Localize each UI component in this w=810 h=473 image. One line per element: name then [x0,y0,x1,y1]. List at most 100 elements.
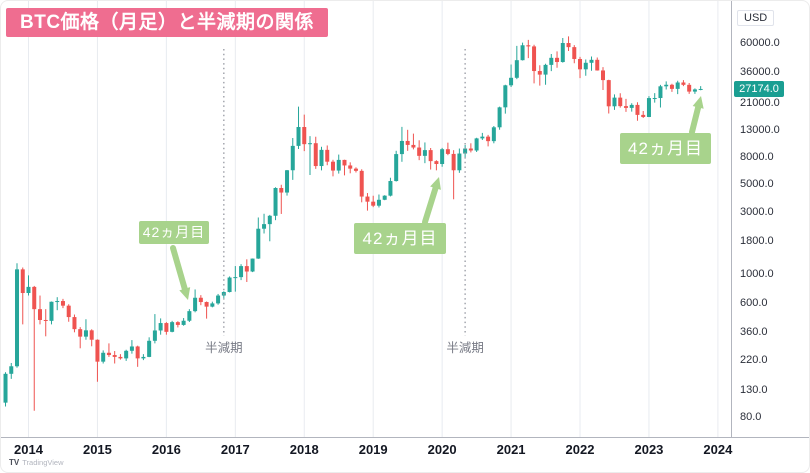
candle-body [227,277,232,293]
candle-body [78,329,83,337]
candle-body [83,330,88,337]
candle-body [89,330,94,340]
candle-body [692,89,697,92]
candle-body [118,356,123,359]
candle-body [664,84,669,87]
candle-body [279,187,284,193]
price-tick-label: 13000.0 [740,123,780,136]
annotation-label: 42ヵ月目 [620,133,711,164]
title-banner: BTC価格（月足）と半減期の関係 [6,8,329,37]
halving-label: 半減期 [205,341,243,355]
candle-body [675,82,680,89]
currency-button[interactable]: USD [737,10,775,26]
candle-body [141,356,146,359]
candle-body [112,355,117,357]
candle-body [32,286,37,310]
candle-body [244,266,249,272]
candle-body [210,303,215,307]
candle-body [537,71,542,75]
candle-body [623,106,628,108]
candle-body [376,199,381,206]
candle-body [514,60,519,78]
candle-body [198,297,203,303]
candle-body [181,320,186,325]
candle-body [417,147,422,156]
candle-body [267,215,272,225]
tradingview-logo[interactable]: TV TradingView [9,458,64,467]
year-label: 2022 [565,442,595,457]
candle-body [124,350,129,359]
price-tick-label: 600.0 [740,297,768,310]
candle-body [601,70,605,81]
candle-body [256,228,261,259]
annotation-arrow-head [692,96,704,109]
candle-body [486,136,491,142]
candle-body [687,84,692,92]
annotation-arrow-shaft [422,181,440,225]
candle-body [239,266,244,278]
candle-body [491,127,496,142]
candle-body [399,140,404,155]
time-axis[interactable]: 2014 2015 2016 2017 2018 2019 2020 2021 2022 2023… [1,438,732,472]
candle-body [296,127,301,146]
candle-body [583,62,588,70]
annotation-label: 42ヵ月目 [139,221,209,244]
candle-body [359,170,364,197]
candle-body [474,138,479,151]
candle-body [566,43,571,48]
candle-body [187,311,192,321]
candle-body [106,352,111,356]
candle-body [555,57,560,63]
candle-body [15,269,20,367]
candle-body [509,77,514,86]
candle-body [572,47,577,59]
candle-body [411,144,416,148]
year-label: 2021 [496,442,526,457]
candle-body [49,301,54,321]
candle-body [405,140,410,145]
annotation-arrow-head [179,287,191,300]
candle-body [233,277,238,279]
candle-body [129,346,134,351]
year-label: 2019 [358,442,388,457]
candle-body [388,181,393,196]
candle-body [532,46,537,72]
candle-body [394,154,399,182]
candle-body [319,149,324,167]
price-tick-label: 130.0 [740,383,768,396]
price-axis[interactable]: USD 27174.0 60000.0 36000.0 21000.0 13000.0… [731,1,809,438]
candle-body [371,201,376,206]
candle-body [618,97,623,107]
candle-body [382,195,387,200]
candle-body [669,84,674,89]
price-tick-label: 8000.0 [740,150,774,163]
candle-body [468,148,473,151]
grid-lines [28,1,719,438]
year-label: 2015 [82,442,112,457]
candle-body [434,161,439,165]
year-label: 2017 [220,442,250,457]
candle-body [37,309,42,320]
year-label: 2014 [14,442,43,457]
candle-body [26,286,31,294]
price-tick-label: 80.0 [740,410,762,423]
candle-body [285,170,290,193]
candle-body [72,317,77,330]
candle-body [445,149,450,154]
candle-body [595,59,600,71]
candle-body [66,305,71,318]
year-label: 2016 [151,442,181,457]
halving-lines [223,49,466,336]
candle-body [175,322,180,325]
candle-body [9,366,14,374]
candle-body [330,161,335,171]
candle-body [250,258,255,272]
candle-body [440,149,445,165]
candle-body [652,98,657,100]
candle-body [681,82,686,85]
candle-body [290,145,295,171]
candle-body [135,346,140,359]
candle-body [451,153,456,171]
candle-body [463,148,468,154]
